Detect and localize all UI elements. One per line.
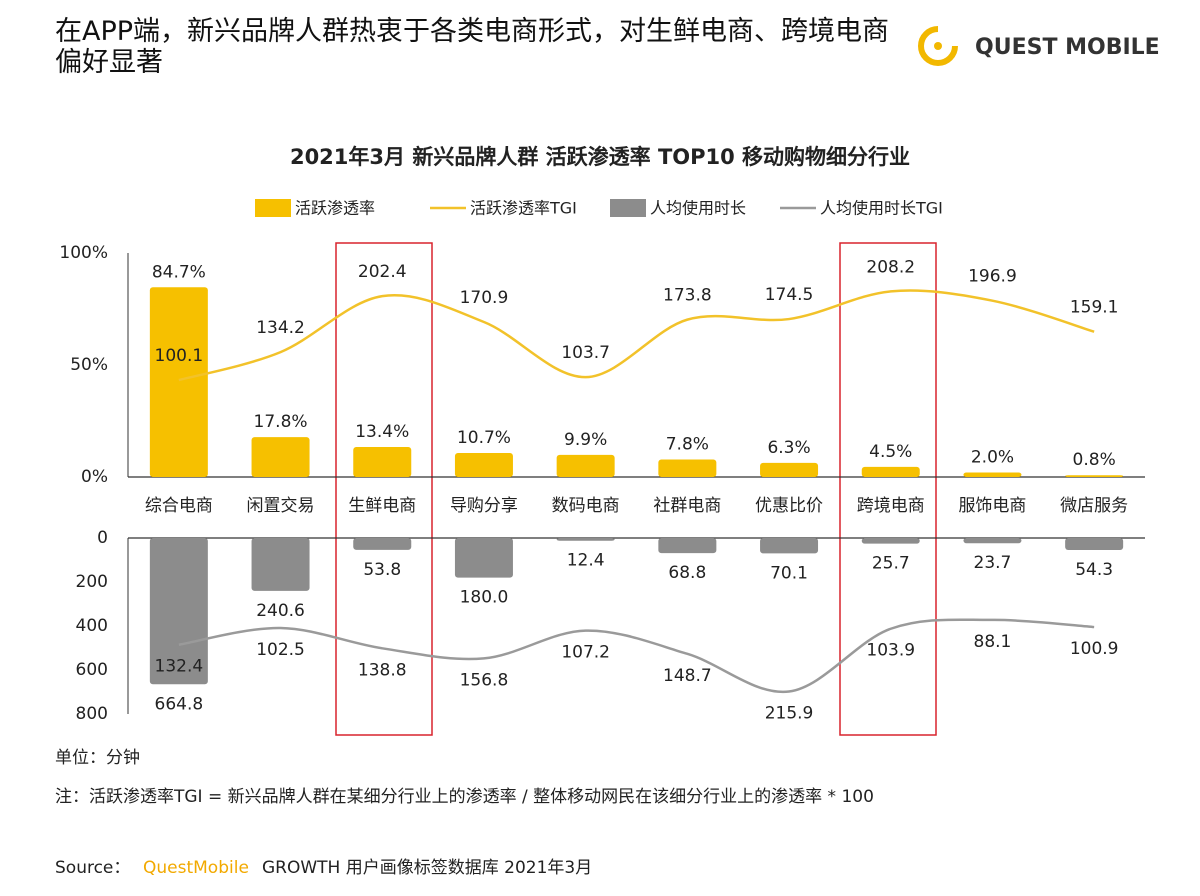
y-tick-label: 50% — [70, 355, 108, 375]
bar — [760, 538, 819, 554]
data-label: 23.7 — [974, 553, 1012, 573]
data-label: 6.3% — [767, 438, 810, 458]
logo-icon — [918, 26, 958, 66]
data-label: 100.1 — [155, 346, 204, 366]
unit-note: 单位：分钟 — [55, 748, 140, 768]
data-label: 174.5 — [765, 285, 814, 305]
legend-swatch — [610, 199, 646, 217]
data-label: 159.1 — [1070, 298, 1119, 318]
y-tick-label: 400 — [76, 616, 108, 636]
data-label: 13.4% — [355, 422, 409, 442]
data-label: 103.7 — [561, 343, 610, 363]
bar — [760, 462, 819, 477]
legend-swatch — [255, 199, 291, 217]
data-label: 53.8 — [363, 560, 401, 580]
source-brand: QuestMobile — [143, 858, 249, 878]
bar — [149, 287, 208, 477]
data-label: 138.8 — [358, 660, 407, 680]
legend-label: 人均使用时长 — [650, 199, 746, 218]
bar — [556, 538, 615, 541]
y-tick-label: 100% — [59, 243, 108, 263]
bar — [556, 454, 615, 477]
bar — [1065, 538, 1124, 550]
bar — [963, 472, 1022, 477]
x-tick-label: 服饰电商 — [958, 496, 1026, 516]
highlight-box — [839, 242, 937, 736]
data-label: 25.7 — [872, 554, 910, 574]
y-tick-label: 200 — [76, 572, 108, 592]
data-label: 9.9% — [564, 430, 607, 450]
bar — [861, 538, 920, 544]
data-label: 17.8% — [254, 412, 308, 432]
data-label: 10.7% — [457, 428, 511, 448]
data-label: 148.7 — [663, 666, 712, 686]
legend-label: 活跃渗透率 — [295, 199, 375, 218]
bar — [658, 538, 717, 554]
legend-label: 人均使用时长TGI — [820, 199, 943, 218]
x-tick-label: 优惠比价 — [755, 496, 823, 516]
data-label: 107.2 — [561, 643, 610, 663]
source-label: Source： — [55, 858, 130, 878]
y-tick-label: 0 — [97, 528, 108, 548]
bar — [353, 446, 412, 477]
data-label: 664.8 — [155, 694, 204, 714]
line — [178, 618, 1095, 694]
data-label: 134.2 — [256, 318, 305, 338]
data-label: 68.8 — [668, 563, 706, 583]
x-tick-label: 导购分享 — [450, 496, 518, 516]
page-title: 在APP端，新兴品牌人群热衷于各类电商形式，对生鲜电商、跨境电商偏好显著 — [55, 16, 890, 78]
data-label: 4.5% — [869, 442, 912, 462]
data-label: 2.0% — [971, 448, 1014, 468]
data-label: 173.8 — [663, 286, 712, 306]
data-label: 70.1 — [770, 563, 808, 583]
data-label: 215.9 — [765, 704, 814, 724]
x-tick-label: 跨境电商 — [857, 496, 925, 516]
bar — [963, 538, 1022, 544]
x-tick-label: 社群电商 — [653, 496, 721, 516]
highlight-box — [335, 242, 433, 736]
y-tick-label: 800 — [76, 704, 108, 724]
x-tick-label: 生鲜电商 — [348, 496, 416, 516]
bar — [658, 459, 717, 477]
data-label: 0.8% — [1073, 450, 1116, 470]
bar — [454, 538, 513, 578]
line — [178, 289, 1095, 382]
data-label: 7.8% — [666, 435, 709, 455]
data-label: 88.1 — [974, 632, 1012, 652]
y-tick-label: 0% — [81, 467, 108, 487]
data-label: 240.6 — [256, 601, 305, 621]
data-label: 100.9 — [1070, 639, 1119, 659]
data-label: 196.9 — [968, 267, 1017, 287]
bar — [251, 538, 310, 591]
data-label: 156.8 — [460, 670, 509, 690]
data-label: 132.4 — [155, 657, 204, 677]
logo-text: QUEST MOBILE — [975, 35, 1160, 60]
data-label: 84.7% — [152, 262, 206, 282]
footnote: 注：活跃渗透率TGI = 新兴品牌人群在某细分行业上的渗透率 / 整体移动网民在… — [55, 787, 874, 807]
data-label: 170.9 — [460, 288, 509, 308]
x-tick-label: 闲置交易 — [247, 496, 315, 516]
bar — [353, 538, 412, 550]
data-label: 102.5 — [256, 640, 305, 660]
x-tick-label: 综合电商 — [145, 496, 213, 516]
legend-label: 活跃渗透率TGI — [470, 199, 577, 218]
bar — [149, 538, 208, 685]
chart-title: 2021年3月 新兴品牌人群 活跃渗透率 TOP10 移动购物细分行业 — [290, 145, 910, 169]
x-tick-label: 微店服务 — [1060, 496, 1128, 516]
data-label: 103.9 — [866, 641, 915, 661]
data-label: 208.2 — [866, 257, 915, 277]
source-text: GROWTH 用户画像标签数据库 2021年3月 — [262, 858, 592, 878]
y-tick-label: 600 — [76, 660, 108, 680]
data-label: 12.4 — [567, 551, 605, 571]
x-tick-label: 数码电商 — [552, 496, 620, 516]
bar — [1065, 475, 1124, 477]
data-label: 180.0 — [460, 588, 509, 608]
data-label: 54.3 — [1075, 560, 1113, 580]
bar — [861, 466, 920, 477]
data-label: 202.4 — [358, 262, 407, 282]
bar — [251, 437, 310, 477]
bar — [454, 453, 513, 477]
